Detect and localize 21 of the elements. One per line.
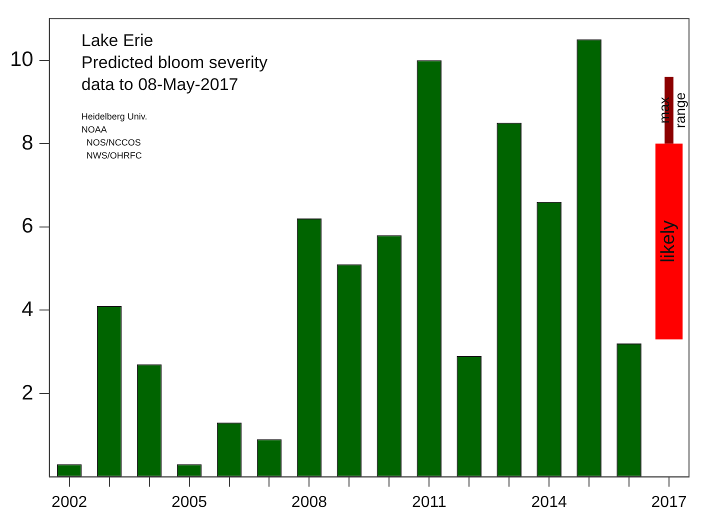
x-tick-label: 2011: [412, 494, 446, 511]
text: Lake Erie: [81, 30, 154, 50]
annotation: NOAA: [81, 124, 107, 135]
annotation: Heidelberg Univ.: [81, 112, 148, 122]
text: Predicted bloom severity: [81, 52, 268, 72]
series-label: max range: [656, 92, 688, 128]
series-label: likely: [658, 220, 680, 263]
annotation: NOS/NCCOS: [81, 138, 141, 148]
y-tick-label: 10: [10, 48, 34, 72]
x-tick-label: 2005: [171, 494, 208, 511]
y-tick-label: 8: [22, 131, 34, 154]
annotation: data to 08-May-2017: [81, 74, 238, 94]
y-tick-label: 2: [22, 381, 34, 404]
y-tick-label: 6: [22, 214, 34, 238]
x-tick-label: 2008: [291, 494, 328, 511]
x-tick-label: 2014: [531, 494, 567, 511]
annotation: NWS/OHRFC: [81, 150, 142, 161]
x-tick-label: 2017: [651, 494, 687, 511]
x-tick-label: 2002: [52, 494, 88, 511]
y-tick-label: 4: [22, 298, 34, 321]
bar: [655, 144, 683, 340]
